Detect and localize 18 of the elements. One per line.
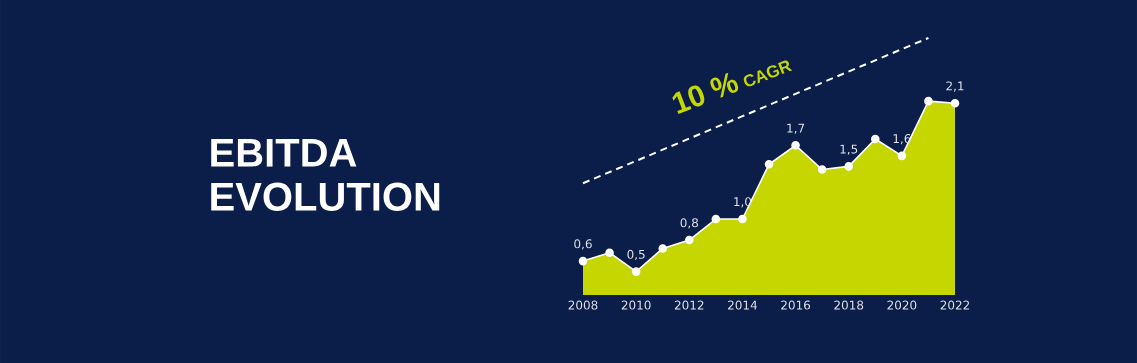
data-label: 1,5 bbox=[840, 144, 858, 155]
x-tick-label: 2008 bbox=[568, 300, 598, 310]
x-tick-label: 2022 bbox=[940, 300, 970, 310]
data-label: 0,6 bbox=[574, 239, 592, 250]
data-label: 2,1 bbox=[946, 81, 964, 92]
x-tick-label: 2020 bbox=[887, 300, 917, 310]
x-tick-label: 2014 bbox=[728, 300, 758, 310]
x-tick-label: 2012 bbox=[674, 300, 704, 310]
text: EBITDA EVOLUTION bbox=[211, 139, 440, 211]
x-tick-label: 2010 bbox=[621, 300, 651, 310]
x-tick-label: 2018 bbox=[834, 300, 864, 310]
x-tick-label: 2016 bbox=[781, 300, 811, 310]
data-label: 0,8 bbox=[680, 218, 698, 229]
data-label: 1,7 bbox=[787, 123, 805, 134]
data-label: 0,5 bbox=[627, 249, 645, 261]
data-label: 1,0 bbox=[734, 197, 752, 208]
annotation: 10 % bbox=[672, 72, 739, 114]
annotation: CAGR bbox=[743, 60, 793, 87]
